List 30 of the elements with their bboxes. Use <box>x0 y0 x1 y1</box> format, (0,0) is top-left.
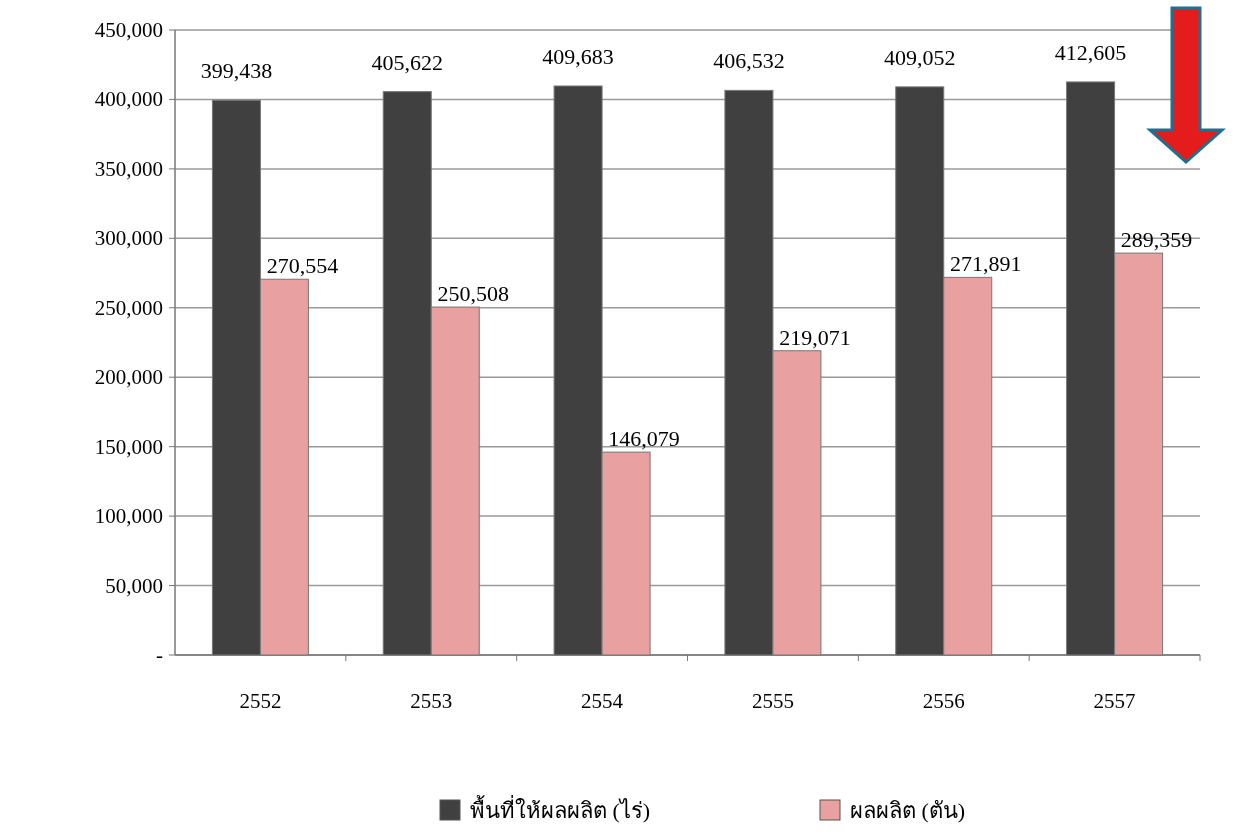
y-tick-label: 450,000 <box>94 18 163 42</box>
y-tick-label: 350,000 <box>94 156 163 181</box>
x-tick-label: 2554 <box>581 689 624 713</box>
y-tick-label: 300,000 <box>94 226 163 251</box>
x-tick-label: 2556 <box>922 689 965 713</box>
x-tick-label: 2557 <box>1093 689 1136 713</box>
data-label: 289,359 <box>1120 227 1193 253</box>
data-label: 250,508 <box>437 281 509 307</box>
x-tick-label: 2555 <box>751 689 794 713</box>
legend-label: ผลผลิต (ตัน) <box>850 798 966 823</box>
data-label: 399,438 <box>200 58 273 84</box>
data-label: 409,052 <box>884 44 956 70</box>
legend-label: พื้นที่ให้ผลผลิต (ไร่) <box>470 795 651 823</box>
y-tick-label: 50,000 <box>105 573 163 598</box>
y-tick-label: 250,000 <box>94 295 163 320</box>
x-tick-label: 2553 <box>410 689 453 713</box>
data-label: 270,554 <box>266 253 339 279</box>
x-tick-label: 2552 <box>239 689 282 713</box>
data-label: 219,071 <box>779 324 851 350</box>
data-label: 409,683 <box>542 44 614 69</box>
y-tick-label: 400,000 <box>94 87 163 112</box>
data-label: 271,891 <box>950 251 1022 277</box>
y-tick-label: 200,000 <box>94 365 163 390</box>
data-label: 412,605 <box>1054 39 1127 65</box>
y-tick-label: 150,000 <box>94 434 163 459</box>
y-tick-label: - <box>156 643 163 667</box>
data-label: 406,532 <box>713 48 785 74</box>
y-tick-label: 100,000 <box>94 504 163 529</box>
data-label: 405,622 <box>371 49 443 75</box>
data-label: 146,079 <box>608 426 680 452</box>
